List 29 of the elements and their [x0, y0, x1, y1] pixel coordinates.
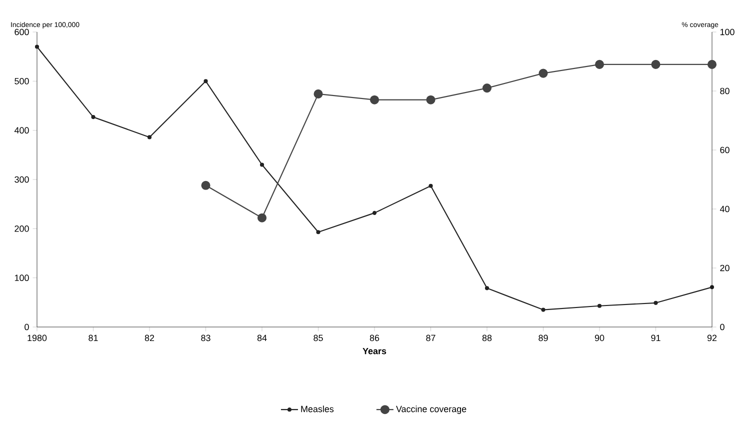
- y2-tick-label: 20: [720, 264, 730, 272]
- y-tick-label: 100: [14, 274, 29, 282]
- y-tick-label: 600: [14, 28, 29, 36]
- x-tick-label: 92: [707, 334, 717, 342]
- y2-tick-label: 100: [720, 28, 734, 36]
- y2-tick-label: 80: [720, 88, 730, 94]
- y-tick-label: 300: [14, 176, 29, 183]
- y2-tick-label: 0: [720, 324, 724, 330]
- x-tick-label: 90: [594, 334, 604, 342]
- y-tick-label: 200: [14, 225, 29, 232]
- x-tick-label: 89: [538, 334, 548, 342]
- x-tick-label: 85: [314, 334, 323, 342]
- x-tick-label: 83: [201, 334, 210, 342]
- x-tick-label: 91: [651, 334, 660, 342]
- y2-tick-label: 60: [720, 146, 730, 154]
- x-tick-label: 84: [257, 334, 267, 342]
- y2-tick-label: 40: [720, 206, 730, 212]
- x-tick-label: 81: [88, 334, 98, 342]
- x-tick-label: 1980: [28, 334, 47, 342]
- legend-label: Vaccine coverage: [396, 406, 466, 414]
- y-tick-label: 400: [14, 127, 29, 134]
- y-tick-label: 0: [24, 324, 29, 330]
- x-tick-label: 86: [370, 334, 380, 342]
- x-tick-label: 88: [482, 334, 492, 342]
- x-tick-label: 87: [426, 334, 436, 342]
- legend-label: Measles: [301, 406, 334, 412]
- x-tick-label: 82: [144, 334, 154, 342]
- x-axis-title: Years: [362, 348, 386, 354]
- y-tick-label: 500: [14, 78, 29, 84]
